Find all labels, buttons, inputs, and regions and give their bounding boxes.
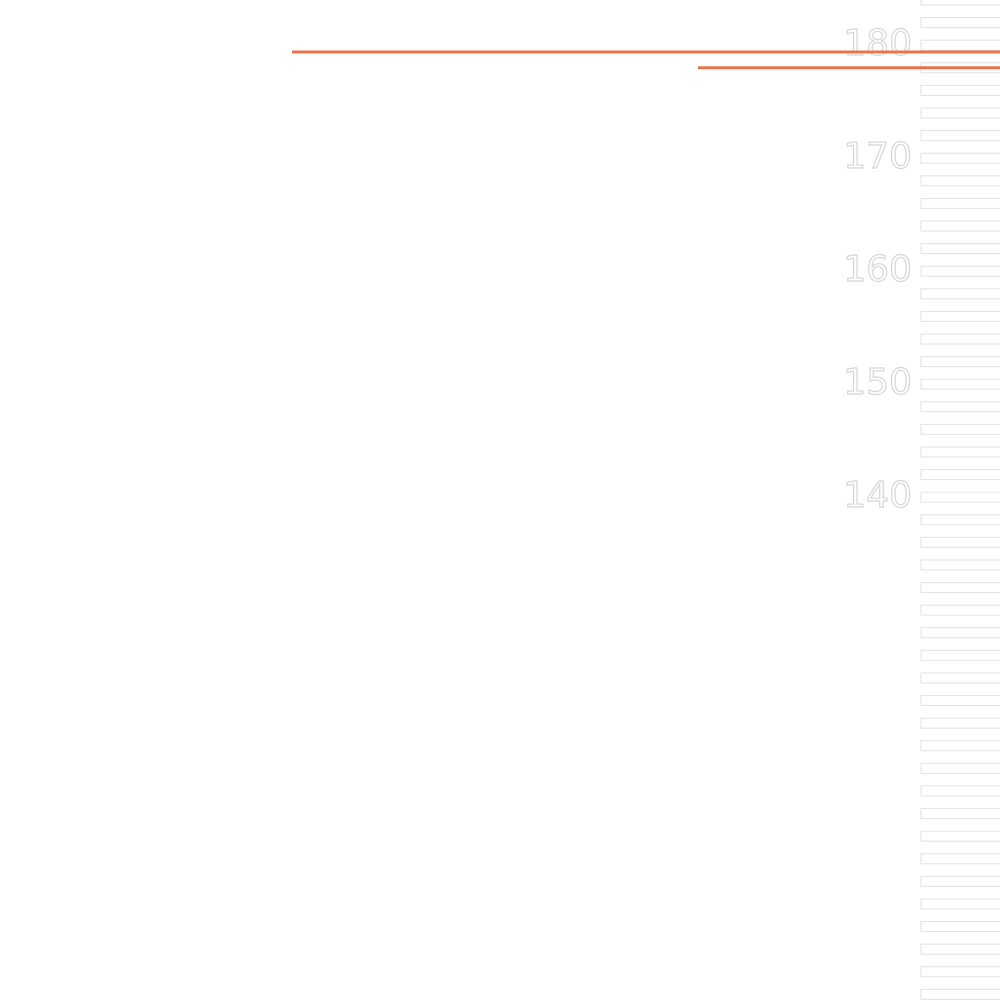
y-tick — [920, 39, 1000, 51]
y-tick — [920, 808, 1000, 820]
y-tick — [920, 627, 1000, 639]
y-tick — [920, 197, 1000, 209]
y-tick — [920, 536, 1000, 548]
y-tick — [920, 0, 1000, 6]
y-tick — [920, 401, 1000, 413]
y-tick — [920, 717, 1000, 729]
y-tick — [920, 853, 1000, 865]
y-tick — [920, 446, 1000, 458]
y-tick — [920, 220, 1000, 232]
y-tick — [920, 672, 1000, 684]
y-tick — [920, 830, 1000, 842]
y-tick — [920, 762, 1000, 774]
y-tick — [920, 649, 1000, 661]
y-tick — [920, 514, 1000, 526]
y-tick — [920, 898, 1000, 910]
y-tick — [920, 695, 1000, 707]
y-tick — [920, 966, 1000, 978]
y-tick — [920, 175, 1000, 187]
y-tick — [920, 152, 1000, 164]
y-tick-label: 170 — [843, 136, 912, 177]
y-tick — [920, 84, 1000, 96]
y-tick-label: 160 — [843, 249, 912, 290]
y-tick — [920, 243, 1000, 255]
y-tick — [920, 288, 1000, 300]
y-tick — [920, 107, 1000, 119]
y-tick — [920, 423, 1000, 435]
y-tick-label: 150 — [843, 362, 912, 403]
y-tick-label: 140 — [843, 475, 912, 516]
y-tick — [920, 491, 1000, 503]
y-tick-label: 180 — [843, 23, 912, 64]
y-tick — [920, 604, 1000, 616]
y-tick — [920, 943, 1000, 955]
y-tick — [920, 875, 1000, 887]
y-tick — [920, 988, 1000, 1000]
y-tick — [920, 356, 1000, 368]
y-tick — [920, 310, 1000, 322]
y-tick — [920, 469, 1000, 481]
y-tick — [920, 582, 1000, 594]
y-tick — [920, 785, 1000, 797]
y-tick — [920, 921, 1000, 933]
y-tick — [920, 740, 1000, 752]
y-tick — [920, 378, 1000, 390]
y-tick — [920, 265, 1000, 277]
y-tick — [920, 17, 1000, 29]
y-tick — [920, 333, 1000, 345]
y-tick — [920, 559, 1000, 571]
y-tick — [920, 130, 1000, 142]
